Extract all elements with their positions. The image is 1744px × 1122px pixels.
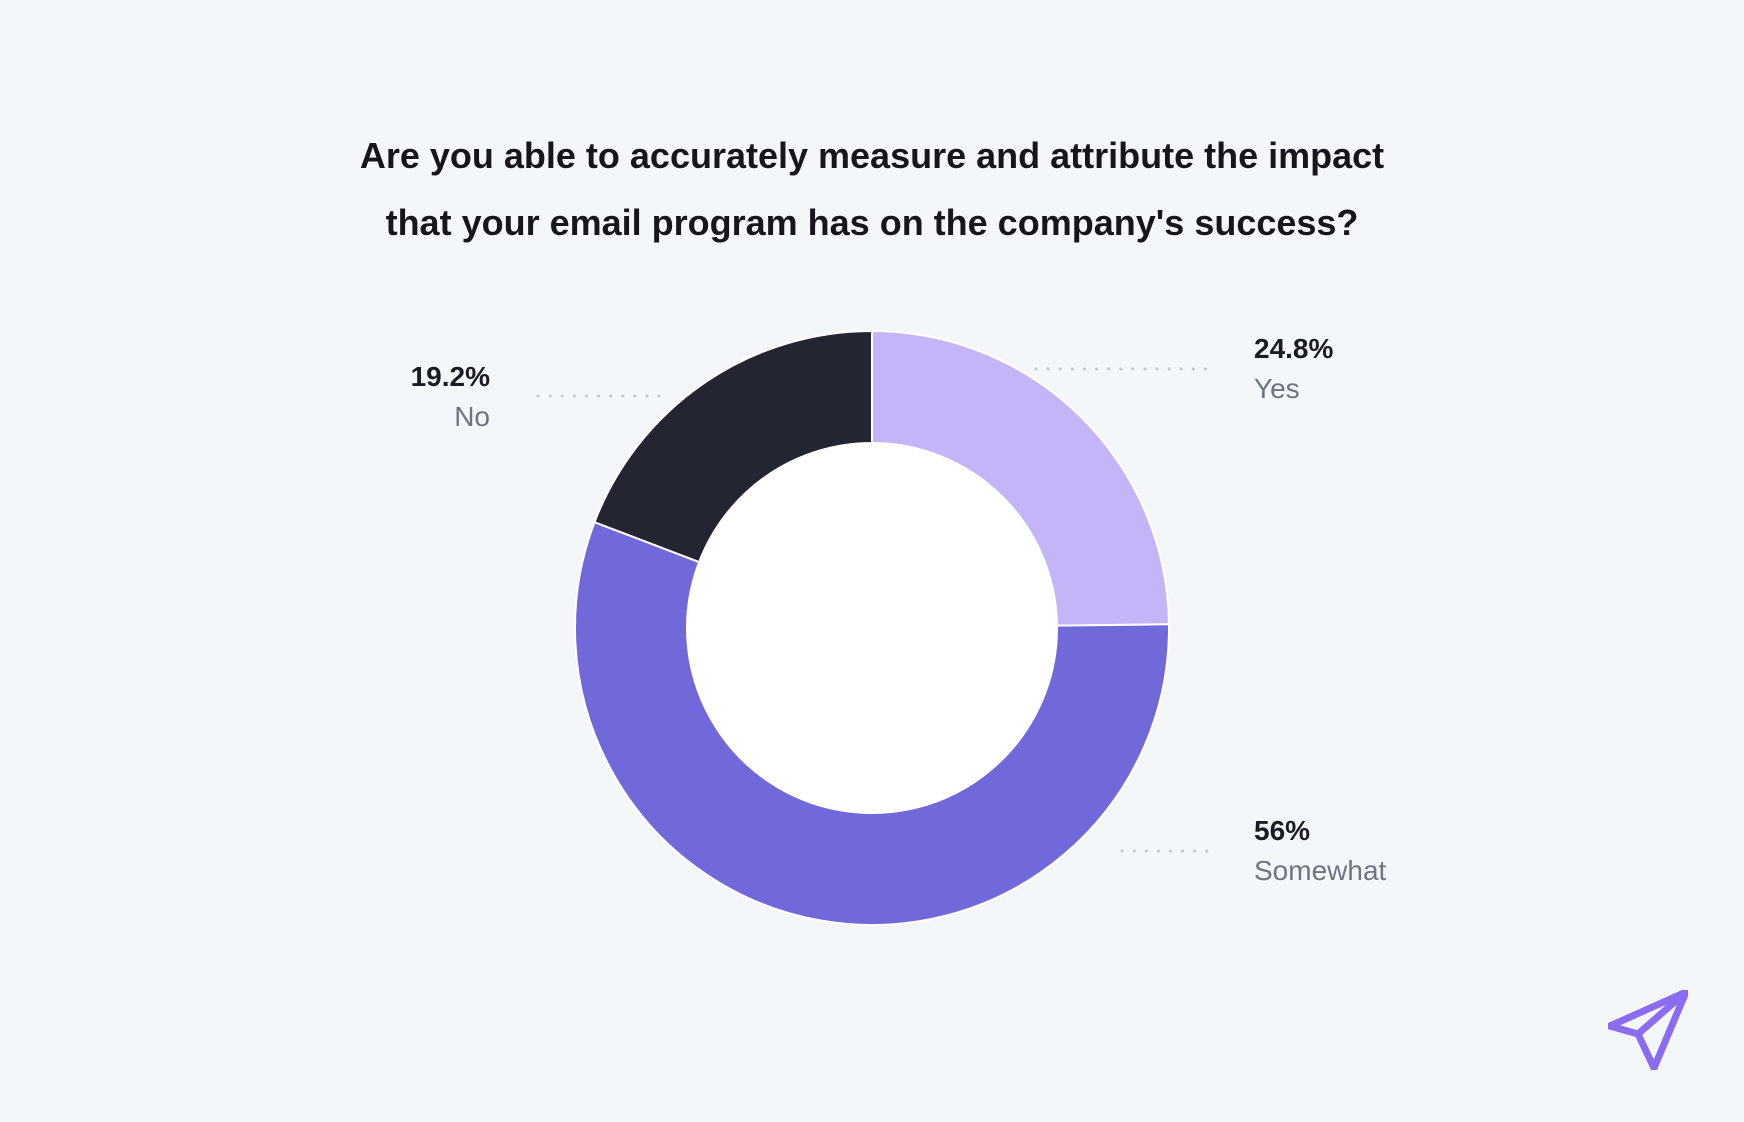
slice-category-label: Somewhat <box>1254 855 1387 886</box>
paper-plane-logo-icon <box>1608 990 1688 1070</box>
chart-title: Are you able to accurately measure and a… <box>272 122 1472 256</box>
donut-hole <box>687 443 1057 813</box>
slice-value-label: 24.8% <box>1254 333 1334 364</box>
slice-label-yes: 24.8% Yes <box>1254 329 1333 409</box>
slices-layer <box>574 329 1170 926</box>
slice-label-somewhat: 56% Somewhat <box>1254 811 1386 891</box>
chart-title-line-2: that your email program has on the compa… <box>385 202 1359 243</box>
slice-label-no: 19.2% No <box>340 357 490 437</box>
leader-lines <box>536 367 1210 853</box>
slice-category-label: No <box>454 401 490 432</box>
chart-title-line-1: Are you able to accurately measure and a… <box>359 135 1385 176</box>
slice-value-label: 56% <box>1254 815 1311 846</box>
slice-value-label: 19.2% <box>410 361 490 392</box>
slice-category-label: Yes <box>1254 373 1300 404</box>
